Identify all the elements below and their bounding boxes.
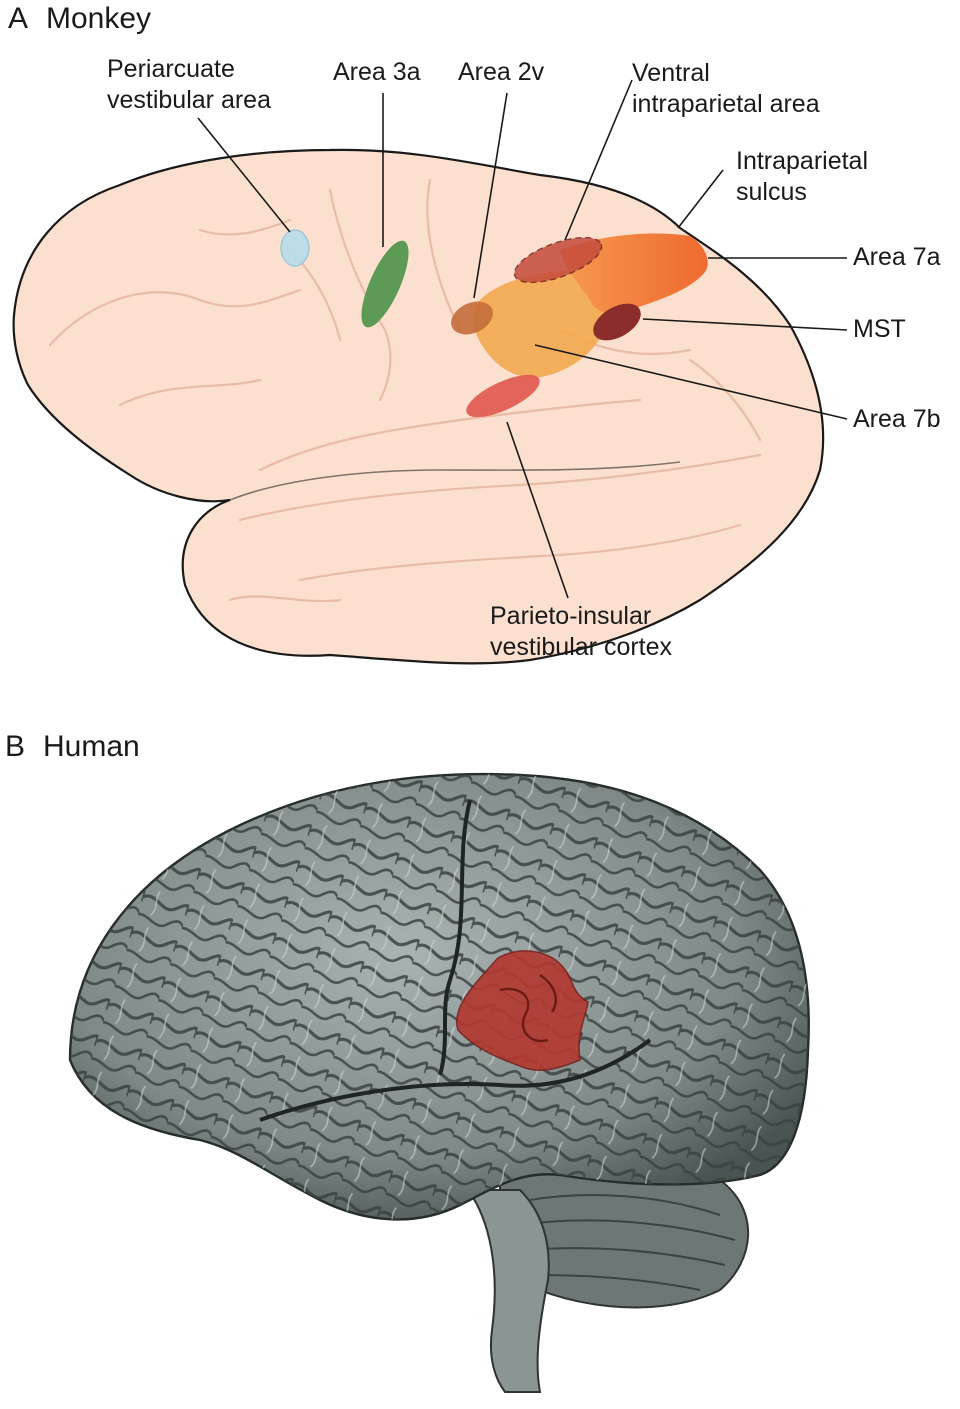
label-mst: MST	[853, 315, 906, 343]
panel-b-title: B Human	[5, 732, 140, 762]
human-region-folds	[499, 974, 557, 1043]
human-brain	[68, 772, 810, 1393]
label-ipsulcus-line2: sulcus	[736, 178, 807, 206]
area-2v-region	[451, 301, 493, 335]
label-ventral-intraparietal: Ventral intraparietal area	[632, 58, 820, 120]
label-area-7b: Area 7b	[853, 405, 941, 433]
panel-a-name: Monkey	[46, 2, 152, 35]
label-ventral-line2: intraparietal area	[632, 90, 820, 118]
label-area-2v: Area 2v	[458, 58, 545, 86]
label-intraparietal-sulcus: Intraparietal sulcus	[736, 146, 868, 208]
panel-b-letter: B	[5, 730, 26, 763]
panel-a-letter: A	[8, 2, 29, 35]
label-ventral-line1: Ventral	[632, 59, 710, 87]
label-pivc-line1: Parieto-insular	[490, 602, 652, 630]
area-3a-region	[361, 240, 409, 328]
mst-region	[593, 303, 641, 341]
parieto-insular-region	[466, 374, 540, 418]
label-area-7a: Area 7a	[853, 243, 941, 271]
label-pivc-line2: vestibular cortex	[490, 633, 673, 661]
label-periarcuate: Periarcuate vestibular area	[107, 54, 271, 116]
leader-lines	[197, 79, 848, 599]
label-ipsulcus-line1: Intraparietal	[736, 147, 869, 175]
panel-a-title: A Monkey	[8, 4, 151, 34]
area-7b-region	[473, 270, 610, 378]
monkey-brain	[12, 148, 825, 665]
ventral-intraparietal-region	[513, 236, 603, 284]
label-periarcuate-line1: Periarcuate	[107, 55, 235, 83]
human-vestibular-region	[456, 950, 589, 1072]
label-parieto-insular: Parieto-insular vestibular cortex	[490, 601, 672, 663]
label-area-3a: Area 3a	[333, 58, 421, 86]
periarcuate-area	[280, 229, 310, 267]
panel-b-name: Human	[43, 730, 140, 763]
label-periarcuate-line2: vestibular area	[107, 86, 271, 114]
